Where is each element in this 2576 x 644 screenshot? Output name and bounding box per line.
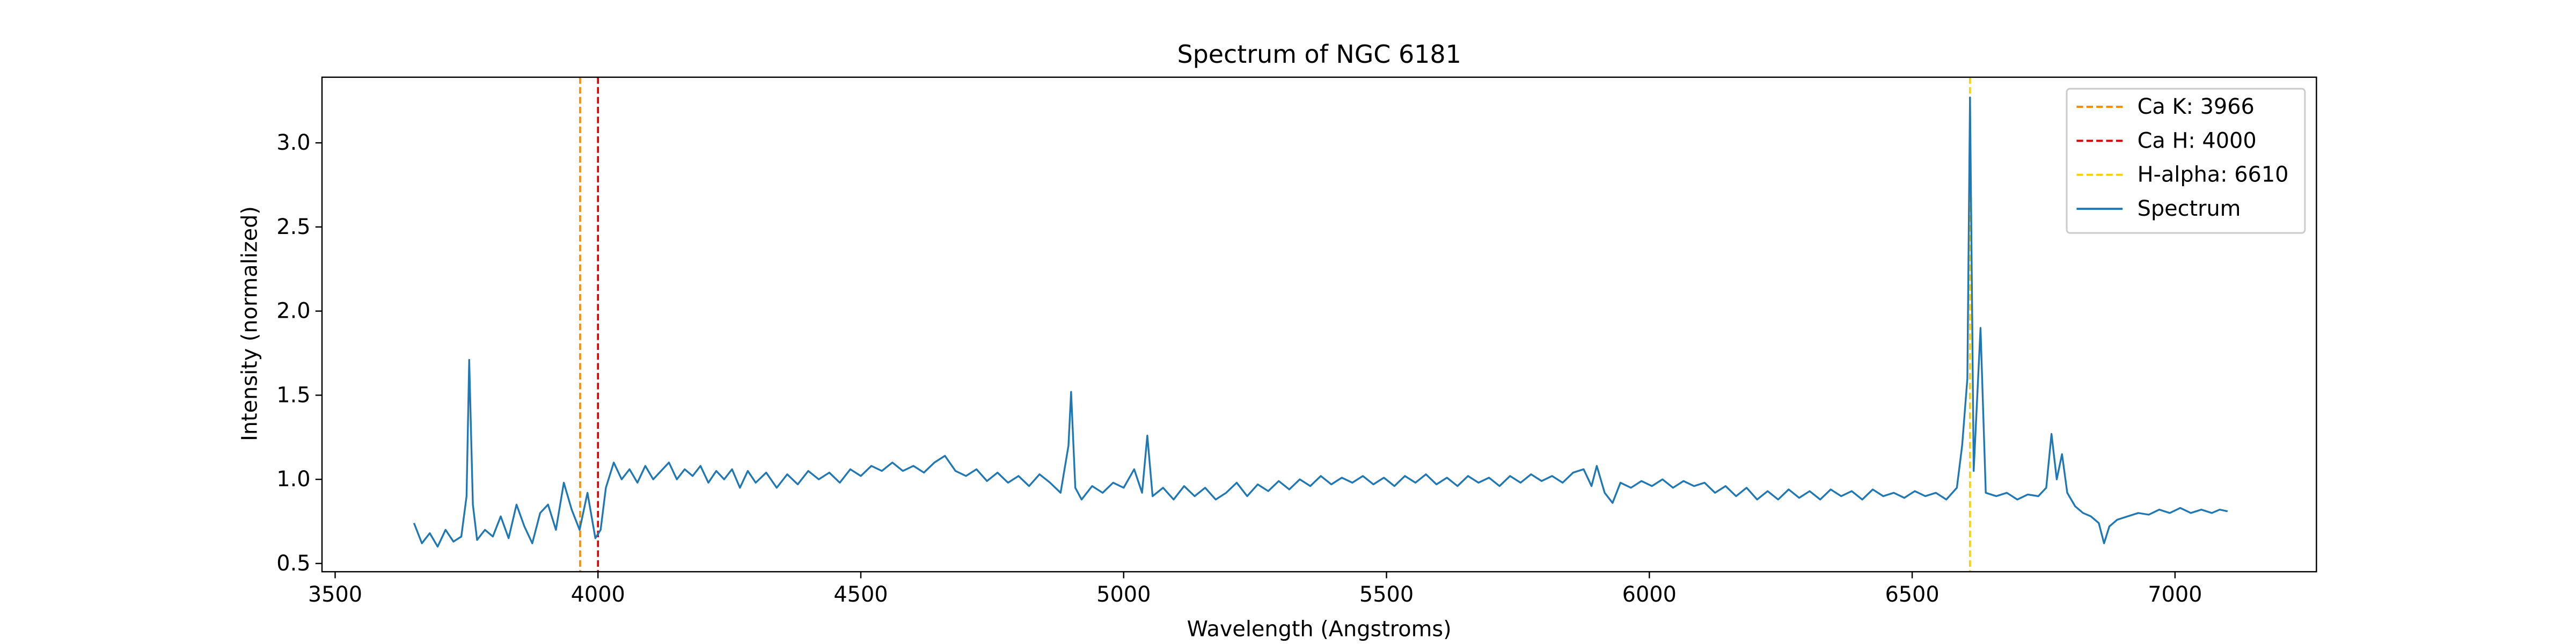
x-axis-label: Wavelength (Angstroms) [1187,617,1452,641]
y-tick-label: 2.5 [276,215,310,239]
y-tick-label: 1.0 [276,467,310,492]
x-tick-label: 5500 [1359,582,1414,607]
y-tick-label: 1.5 [276,383,310,407]
plot-frame [321,76,2317,573]
x-tick-label: 3500 [308,582,362,607]
legend-label: Spectrum [2138,196,2241,221]
y-tick-label: 0.5 [276,551,310,576]
x-tick-label: 4000 [571,582,625,607]
x-tick-label: 5000 [1096,582,1151,607]
x-tick-label: 7000 [2148,582,2202,607]
x-tick-label: 6500 [1885,582,1939,607]
legend-label: Ca H: 4000 [2138,128,2257,153]
x-tick-label: 4500 [833,582,888,607]
chart-title: Spectrum of NGC 6181 [1177,40,1461,69]
legend: Ca K: 3966 Ca H: 4000 H-alpha: 6610 Spectru… [2066,87,2306,234]
legend-label: H-alpha: 6610 [2138,163,2289,187]
y-axis-label: Intensity (normalized) [237,206,262,441]
x-tick-label: 6000 [1622,582,1677,607]
legend-label: Ca K: 3966 [2138,94,2255,119]
y-tick-label: 2.0 [276,299,310,324]
y-tick-label: 3.0 [276,130,310,155]
legend-box [2066,87,2306,234]
spectrum-line [413,96,2228,548]
